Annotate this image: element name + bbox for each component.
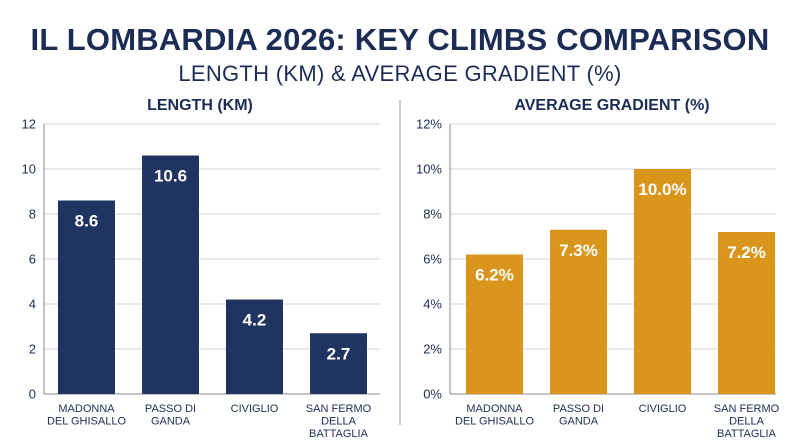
length-category-label: PASSO DI GANDA xyxy=(145,403,196,428)
length-bar-value-label: 8.6 xyxy=(75,212,99,231)
length-bar xyxy=(226,299,283,394)
length-category-label: CIVIGLIO xyxy=(231,403,279,415)
length-category-label: MADONNA DEL GHISALLO xyxy=(47,403,127,428)
length-bar xyxy=(310,333,367,394)
gradient-bar xyxy=(718,232,775,394)
gradient-chart-title: AVERAGE GRADIENT (%) xyxy=(514,97,709,114)
length-bar xyxy=(58,200,115,394)
gradient-y-tick-label: 10% xyxy=(416,162,442,177)
length-y-tick-label: 2 xyxy=(29,342,36,357)
length-chart: LENGTH (KM) 0 2 4 6 8 10 12 8.6 MADONNA DEL GHISAL… xyxy=(22,97,380,440)
length-bar-value-label: 10.6 xyxy=(154,167,187,186)
gradient-y-tick-label: 8% xyxy=(423,207,442,222)
length-bar-value-label: 4.2 xyxy=(243,311,267,330)
gradient-bar-value-label: 6.2% xyxy=(475,266,514,285)
gradient-bar-value-label: 7.3% xyxy=(559,241,598,260)
gradient-bar xyxy=(550,229,607,394)
gradient-y-tick-label: 6% xyxy=(423,252,442,267)
gradient-y-tick-label: 0% xyxy=(423,387,442,402)
length-y-tick-label: 12 xyxy=(22,117,36,132)
length-y-tick-label: 8 xyxy=(29,207,36,222)
length-y-tick-label: 10 xyxy=(22,162,36,177)
gradient-bar xyxy=(634,169,691,394)
gradient-y-tick-label: 2% xyxy=(423,342,442,357)
length-y-tick-label: 6 xyxy=(29,252,36,267)
gradient-bar xyxy=(466,254,523,394)
page-title: IL LOMBARDIA 2026: KEY CLIMBS COMPARISON xyxy=(30,22,770,57)
gradient-y-tick-label: 4% xyxy=(423,297,442,312)
length-y-tick-label: 4 xyxy=(29,297,36,312)
length-bar-value-label: 2.7 xyxy=(327,344,351,363)
gradient-category-label: PASSO DI GANDA xyxy=(553,403,604,428)
page-subtitle: LENGTH (KM) & AVERAGE GRADIENT (%) xyxy=(178,61,622,86)
gradient-category-label: SAN FERMO DELLA BATTAGLIA xyxy=(714,403,780,440)
gradient-chart: AVERAGE GRADIENT (%) 0% 2% 4% 6% 8% 10% 12% 6.2%… xyxy=(416,97,780,440)
length-chart-title: LENGTH (KM) xyxy=(147,97,253,114)
length-bar xyxy=(142,155,199,394)
length-category-label: SAN FERMO DELLA BATTAGLIA xyxy=(306,403,372,440)
gradient-category-label: MADONNA DEL GHISALLO xyxy=(455,403,535,428)
length-y-tick-label: 0 xyxy=(29,387,36,402)
gradient-bar-value-label: 10.0% xyxy=(638,180,686,199)
gradient-category-label: CIVIGLIO xyxy=(639,403,687,415)
gradient-y-tick-label: 12% xyxy=(416,117,442,132)
gradient-bar-value-label: 7.2% xyxy=(727,243,766,262)
